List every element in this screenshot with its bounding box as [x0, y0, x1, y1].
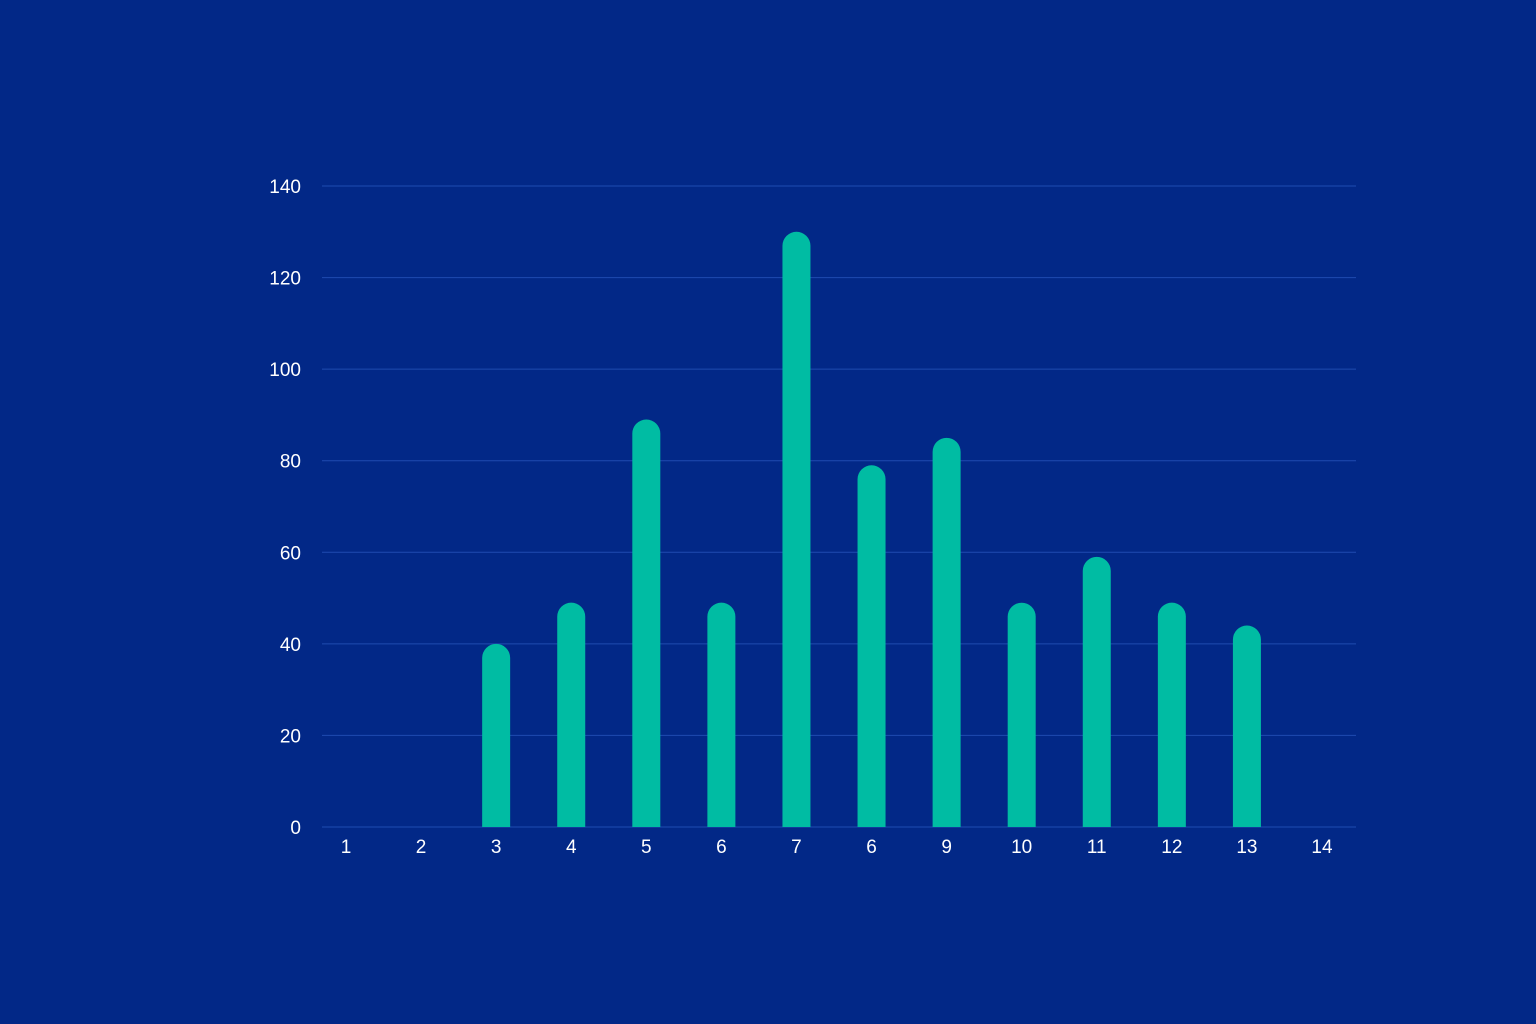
x-tick-label: 1: [341, 837, 352, 858]
x-tick-label: 10: [1011, 837, 1032, 858]
y-tick-label: 140: [269, 177, 301, 198]
y-tick-label: 120: [269, 269, 301, 290]
y-tick-label: 40: [280, 635, 301, 656]
x-tick-label: 12: [1161, 837, 1182, 858]
bar-8: [857, 465, 886, 827]
y-tick-label: 0: [290, 818, 301, 839]
y-axis-tick-labels: 0 20 40 60 80 100 120 140: [269, 177, 301, 839]
bar-3: [482, 643, 511, 827]
bar-9: [932, 437, 961, 827]
x-tick-label: 13: [1236, 837, 1257, 858]
bar-6: [707, 602, 736, 827]
x-tick-label: 2: [416, 837, 427, 858]
y-tick-label: 100: [269, 360, 301, 381]
bars: [482, 231, 1261, 827]
x-tick-label: 11: [1087, 837, 1107, 858]
y-tick-label: 20: [280, 726, 301, 747]
x-tick-label: 3: [491, 837, 502, 858]
x-tick-label: 6: [866, 837, 877, 858]
bar-12: [1157, 602, 1186, 827]
x-tick-label: 7: [791, 837, 802, 858]
bar-4: [557, 602, 586, 827]
x-tick-label: 9: [941, 837, 952, 858]
x-tick-label: 6: [716, 837, 727, 858]
y-tick-label: 80: [280, 452, 301, 473]
gridlines: [322, 185, 1356, 828]
x-tick-label: 4: [566, 837, 577, 858]
x-tick-label: 14: [1311, 837, 1333, 858]
x-axis-tick-labels: 1 2 3 4 5 6 7 6 9 10 11 12 13 14: [341, 837, 1333, 858]
x-tick-label: 5: [641, 837, 652, 858]
bar-11: [1082, 556, 1111, 827]
bar-10: [1007, 602, 1036, 827]
bar-13: [1232, 625, 1261, 827]
bar-5: [632, 419, 661, 827]
bar-7: [782, 231, 811, 827]
y-tick-label: 60: [280, 543, 301, 564]
